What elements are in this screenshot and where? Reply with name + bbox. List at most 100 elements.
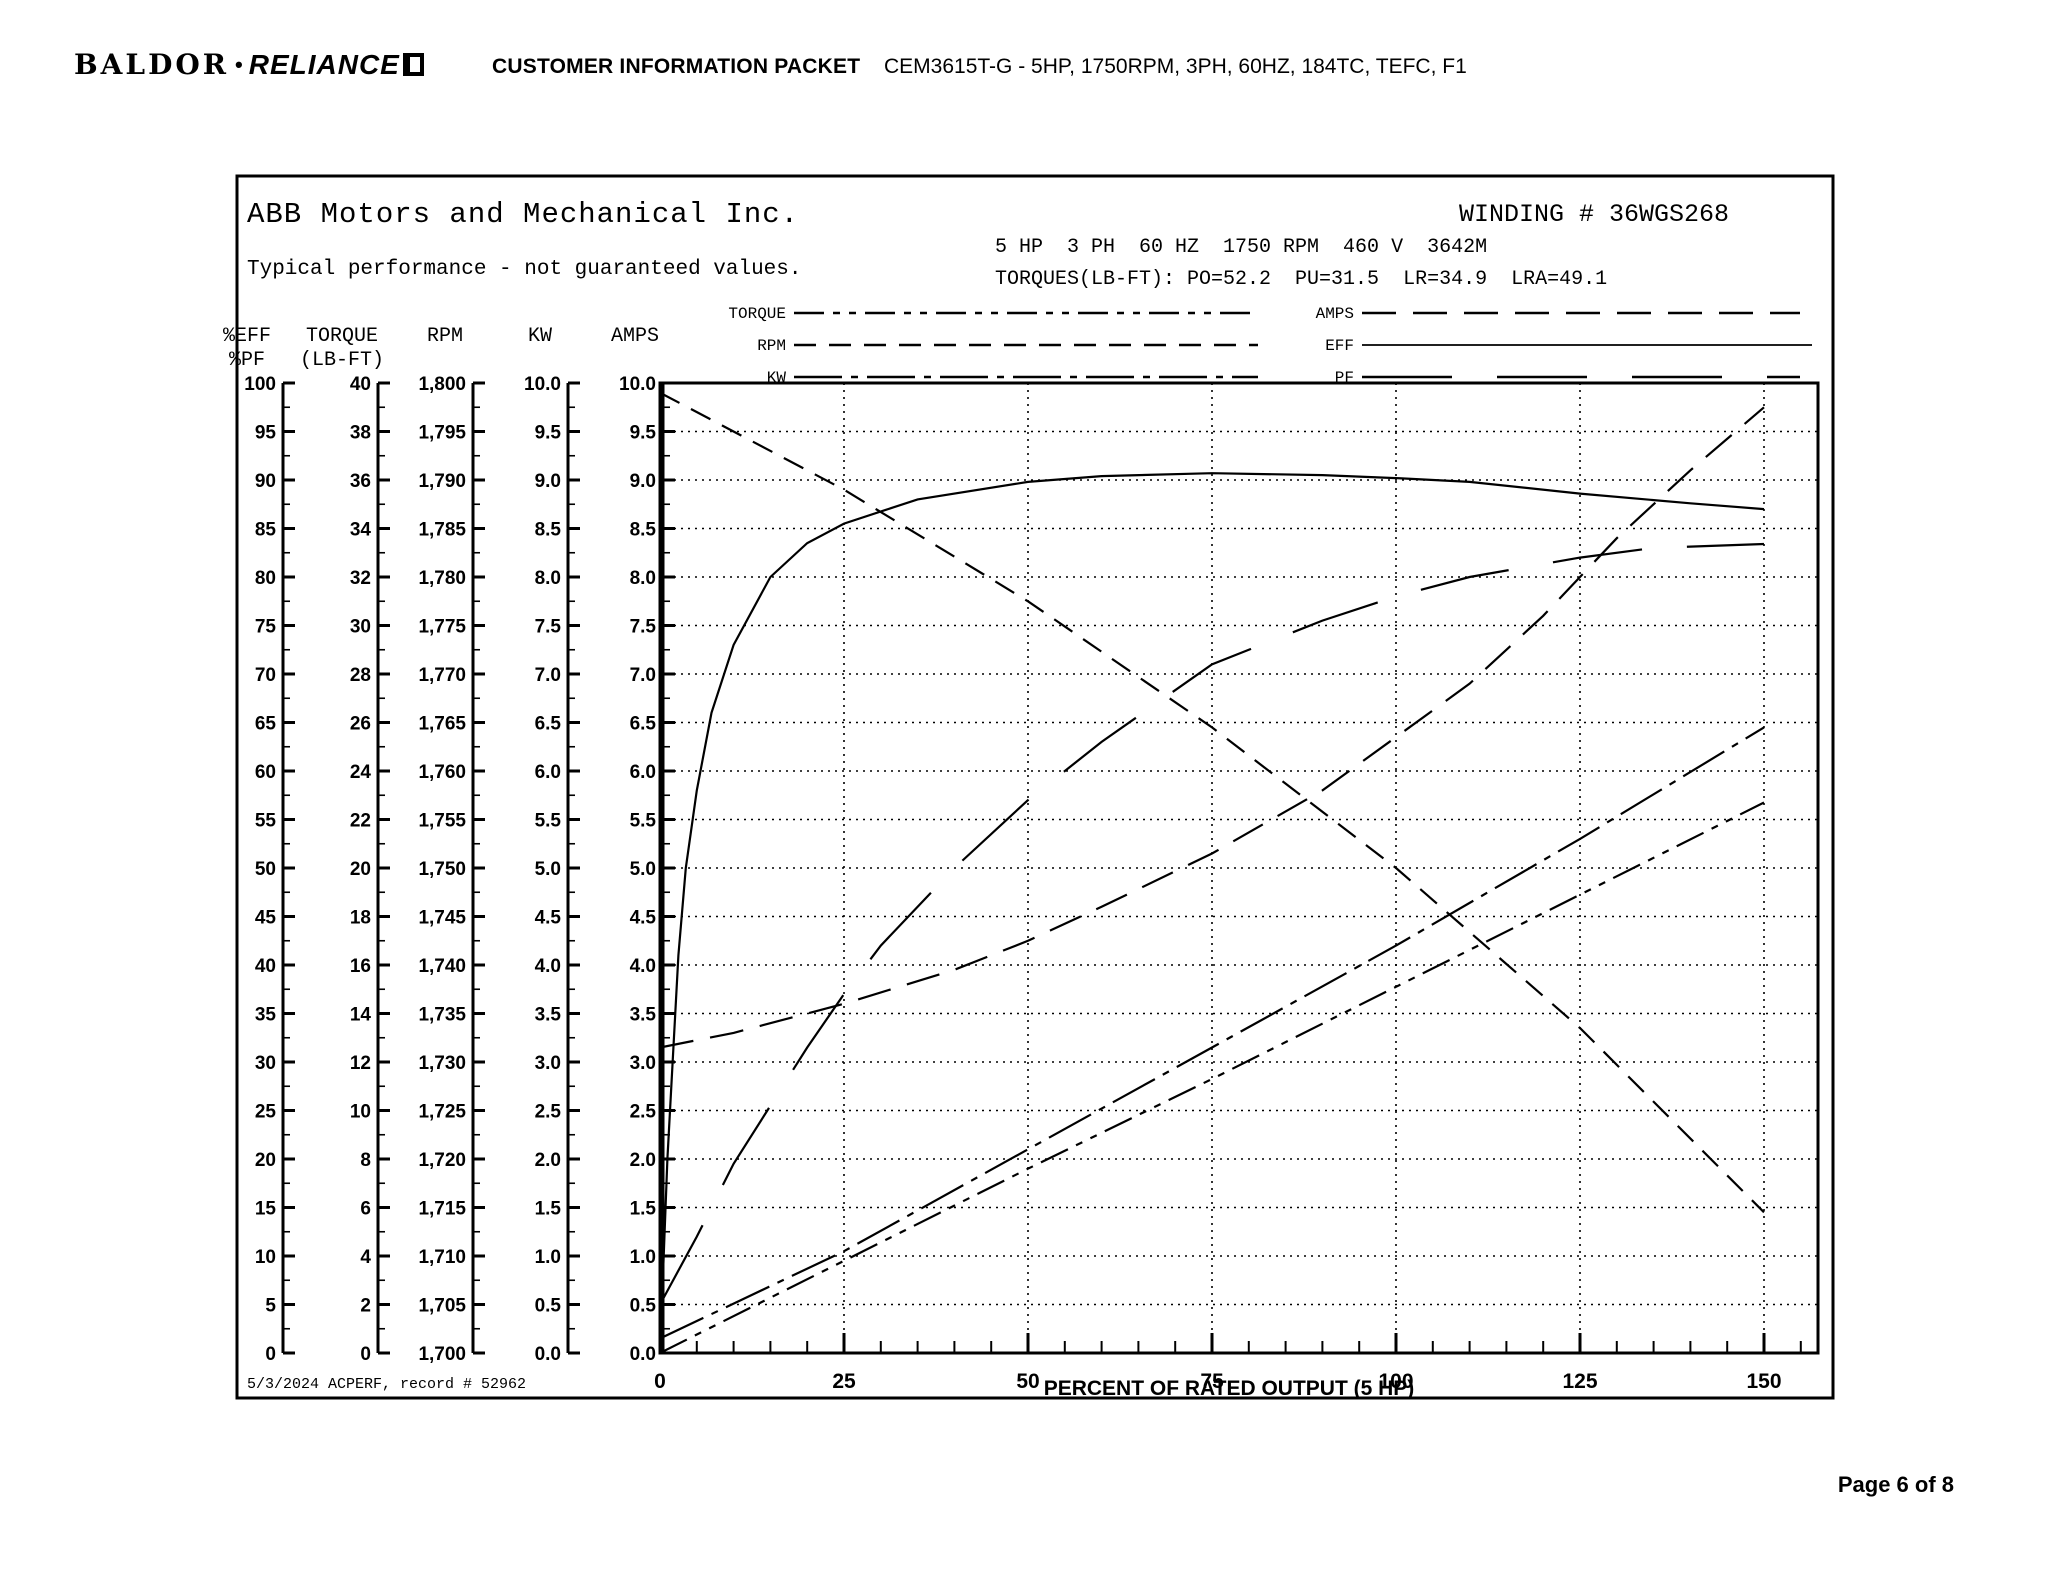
amps-curve bbox=[660, 406, 1765, 1049]
svg-text:0.5: 0.5 bbox=[630, 1296, 657, 1317]
svg-text:1,705: 1,705 bbox=[418, 1296, 466, 1317]
scale-header-torque-1: (LB-FT) bbox=[300, 349, 384, 372]
svg-text:32: 32 bbox=[350, 568, 371, 589]
company-title: ABB Motors and Mechanical Inc. bbox=[247, 198, 800, 231]
svg-text:RPM: RPM bbox=[757, 337, 786, 355]
svg-text:28: 28 bbox=[350, 665, 371, 686]
svg-text:60: 60 bbox=[255, 762, 276, 783]
y-scale-rpm: 1,800 1,795 1,790 1,785 1,780 1,775 1,770 1,765… bbox=[418, 325, 485, 1365]
svg-text:45: 45 bbox=[255, 908, 277, 929]
svg-text:95: 95 bbox=[255, 423, 277, 444]
svg-text:1,790: 1,790 bbox=[418, 471, 466, 492]
kw-curve bbox=[660, 726, 1765, 1340]
scale-header-kw-0: KW bbox=[528, 325, 552, 348]
winding-number: WINDING # 36WGS268 bbox=[1459, 200, 1730, 229]
svg-text:4.5: 4.5 bbox=[630, 908, 657, 929]
svg-text:35: 35 bbox=[255, 1005, 277, 1026]
svg-text:1.0: 1.0 bbox=[630, 1247, 656, 1268]
svg-text:38: 38 bbox=[350, 423, 371, 444]
rpm-curve bbox=[660, 391, 1765, 1214]
svg-text:30: 30 bbox=[255, 1053, 276, 1074]
motor-rating-line: 5 HP 3 PH 60 HZ 1750 RPM 460 V 3642M bbox=[995, 236, 1488, 259]
disclaimer-text: Typical performance - not guaranteed val… bbox=[247, 258, 802, 281]
svg-text:5.0: 5.0 bbox=[535, 859, 561, 880]
svg-text:6: 6 bbox=[360, 1199, 371, 1220]
svg-text:9.5: 9.5 bbox=[535, 423, 562, 444]
svg-text:KW: KW bbox=[767, 369, 787, 387]
y-scale-eff-pf: 1009590858075706560555045403530252015105… bbox=[223, 325, 295, 1365]
svg-text:1,730: 1,730 bbox=[418, 1053, 466, 1074]
svg-text:1,740: 1,740 bbox=[418, 956, 466, 977]
scale-header-rpm-0: RPM bbox=[427, 325, 463, 348]
svg-text:3.5: 3.5 bbox=[535, 1005, 562, 1026]
svg-text:34: 34 bbox=[350, 520, 372, 541]
svg-text:1,710: 1,710 bbox=[418, 1247, 466, 1268]
svg-text:0: 0 bbox=[360, 1344, 371, 1365]
svg-text:1.0: 1.0 bbox=[535, 1247, 561, 1268]
svg-text:100: 100 bbox=[1378, 1370, 1413, 1393]
svg-text:5.5: 5.5 bbox=[630, 811, 657, 832]
svg-text:9.0: 9.0 bbox=[535, 471, 561, 492]
torques-line: TORQUES(LB-FT): PO=52.2 PU=31.5 LR=34.9 … bbox=[995, 268, 1608, 291]
svg-text:7.0: 7.0 bbox=[535, 665, 561, 686]
svg-text:1.5: 1.5 bbox=[630, 1199, 657, 1220]
y-scale-kw: 10.0 9.5 9.0 8.5 8.0 7.5 7.0 6.5 6.0 5.5 5.0 4.5 4.0… bbox=[524, 325, 580, 1365]
svg-text:1,745: 1,745 bbox=[418, 908, 466, 929]
svg-text:4.0: 4.0 bbox=[535, 956, 561, 977]
svg-text:18: 18 bbox=[350, 908, 371, 929]
svg-text:1,765: 1,765 bbox=[418, 714, 466, 735]
svg-text:100: 100 bbox=[244, 374, 276, 395]
svg-text:90: 90 bbox=[255, 471, 276, 492]
svg-text:EFF: EFF bbox=[1325, 337, 1354, 355]
header-title: CUSTOMER INFORMATION PACKET bbox=[492, 55, 861, 78]
logo-reliance-text: RELIANCE bbox=[248, 48, 400, 80]
svg-text:7.0: 7.0 bbox=[630, 665, 656, 686]
svg-text:3.0: 3.0 bbox=[535, 1053, 561, 1074]
svg-text:0.0: 0.0 bbox=[535, 1344, 561, 1365]
logo-dot-icon: • bbox=[235, 51, 243, 77]
svg-text:1,715: 1,715 bbox=[418, 1199, 466, 1220]
svg-text:24: 24 bbox=[350, 762, 372, 783]
svg-text:9.0: 9.0 bbox=[630, 471, 656, 492]
svg-text:2.0: 2.0 bbox=[535, 1150, 561, 1171]
svg-text:65: 65 bbox=[255, 714, 277, 735]
baldor-reliance-logo: BALDOR • RELIANCE bbox=[74, 48, 424, 81]
svg-text:0.5: 0.5 bbox=[535, 1296, 562, 1317]
eff-curve bbox=[660, 472, 1765, 1353]
svg-text:50: 50 bbox=[1016, 1370, 1039, 1393]
pf-curve bbox=[660, 542, 1765, 1306]
svg-text:7.5: 7.5 bbox=[535, 617, 562, 638]
svg-text:1,780: 1,780 bbox=[418, 568, 466, 589]
svg-text:1,785: 1,785 bbox=[418, 520, 466, 541]
svg-text:1,755: 1,755 bbox=[418, 811, 466, 832]
svg-text:4.0: 4.0 bbox=[630, 956, 656, 977]
svg-text:0.0: 0.0 bbox=[630, 1344, 656, 1365]
svg-text:75: 75 bbox=[255, 617, 277, 638]
svg-text:1,800: 1,800 bbox=[418, 374, 466, 395]
svg-text:1.5: 1.5 bbox=[535, 1199, 562, 1220]
svg-text:1,795: 1,795 bbox=[418, 423, 466, 444]
svg-text:4.5: 4.5 bbox=[535, 908, 562, 929]
header-motor-spec: CEM3615T-G - 5HP, 1750RPM, 3PH, 60HZ, 18… bbox=[884, 55, 1467, 78]
svg-text:4: 4 bbox=[360, 1247, 371, 1268]
svg-text:2.0: 2.0 bbox=[630, 1150, 656, 1171]
svg-text:20: 20 bbox=[350, 859, 371, 880]
svg-text:1,770: 1,770 bbox=[418, 665, 466, 686]
svg-text:20: 20 bbox=[255, 1150, 276, 1171]
svg-text:1,775: 1,775 bbox=[418, 617, 466, 638]
svg-text:70: 70 bbox=[255, 665, 276, 686]
svg-text:40: 40 bbox=[350, 374, 371, 395]
svg-text:22: 22 bbox=[350, 811, 371, 832]
x-axis: 0 25 50 75 100 125 150 PERCENT OF RATED OUTPUT … bbox=[654, 1333, 1802, 1400]
scale-header-eff-pf-0: %EFF bbox=[223, 325, 271, 348]
svg-text:1,735: 1,735 bbox=[418, 1005, 466, 1026]
svg-text:80: 80 bbox=[255, 568, 276, 589]
svg-text:1,700: 1,700 bbox=[418, 1344, 466, 1365]
svg-text:85: 85 bbox=[255, 520, 277, 541]
y-scale-torque: 4038363432302826242220181614121086420TOR… bbox=[300, 325, 390, 1365]
svg-text:25: 25 bbox=[255, 1102, 277, 1123]
chart-legend: TORQUE RPM KW AMPS EFF PF bbox=[728, 305, 1812, 387]
page-number: Page 6 of 8 bbox=[1837, 1472, 1954, 1497]
